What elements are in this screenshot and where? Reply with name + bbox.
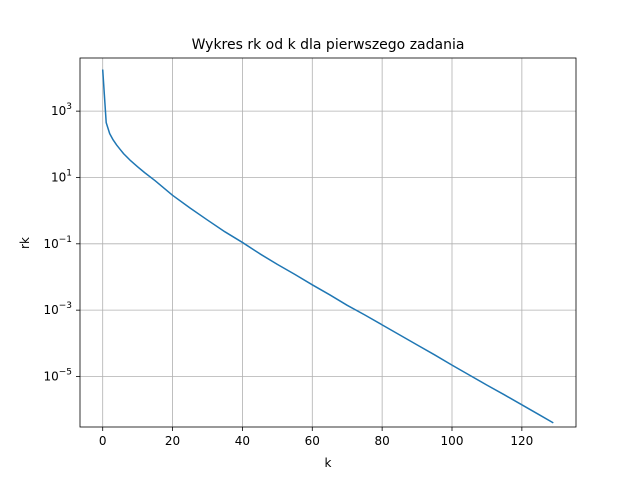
x-tick-label: 100	[441, 434, 464, 448]
series-layer	[101, 69, 554, 424]
x-axis-label: k	[325, 456, 332, 470]
grid-lines	[80, 58, 576, 427]
x-tick-label: 60	[305, 434, 320, 448]
y-tick-label: 10−5	[43, 367, 72, 383]
plot-frame	[79, 57, 577, 428]
x-tick-label: 0	[99, 434, 107, 448]
x-tick-label: 40	[235, 434, 250, 448]
y-tick-label: 101	[51, 168, 72, 184]
y-tick-label: 10−3	[43, 301, 72, 317]
x-tick-label: 80	[375, 434, 390, 448]
y-tick-label: 103	[51, 102, 72, 118]
x-axis-ticks: 0 20 40 60 80 100 120	[99, 427, 533, 448]
y-axis-ticks: 10−5 10−3 10−1 101 103	[43, 102, 80, 383]
x-tick-label: 120	[510, 434, 533, 448]
chart-title: Wykres rk od k dla pierwszego zadania	[192, 37, 465, 53]
y-axis-label: rk	[18, 237, 32, 249]
series-line	[101, 69, 554, 424]
y-tick-label: 10−1	[43, 235, 72, 251]
x-tick-label: 20	[165, 434, 180, 448]
